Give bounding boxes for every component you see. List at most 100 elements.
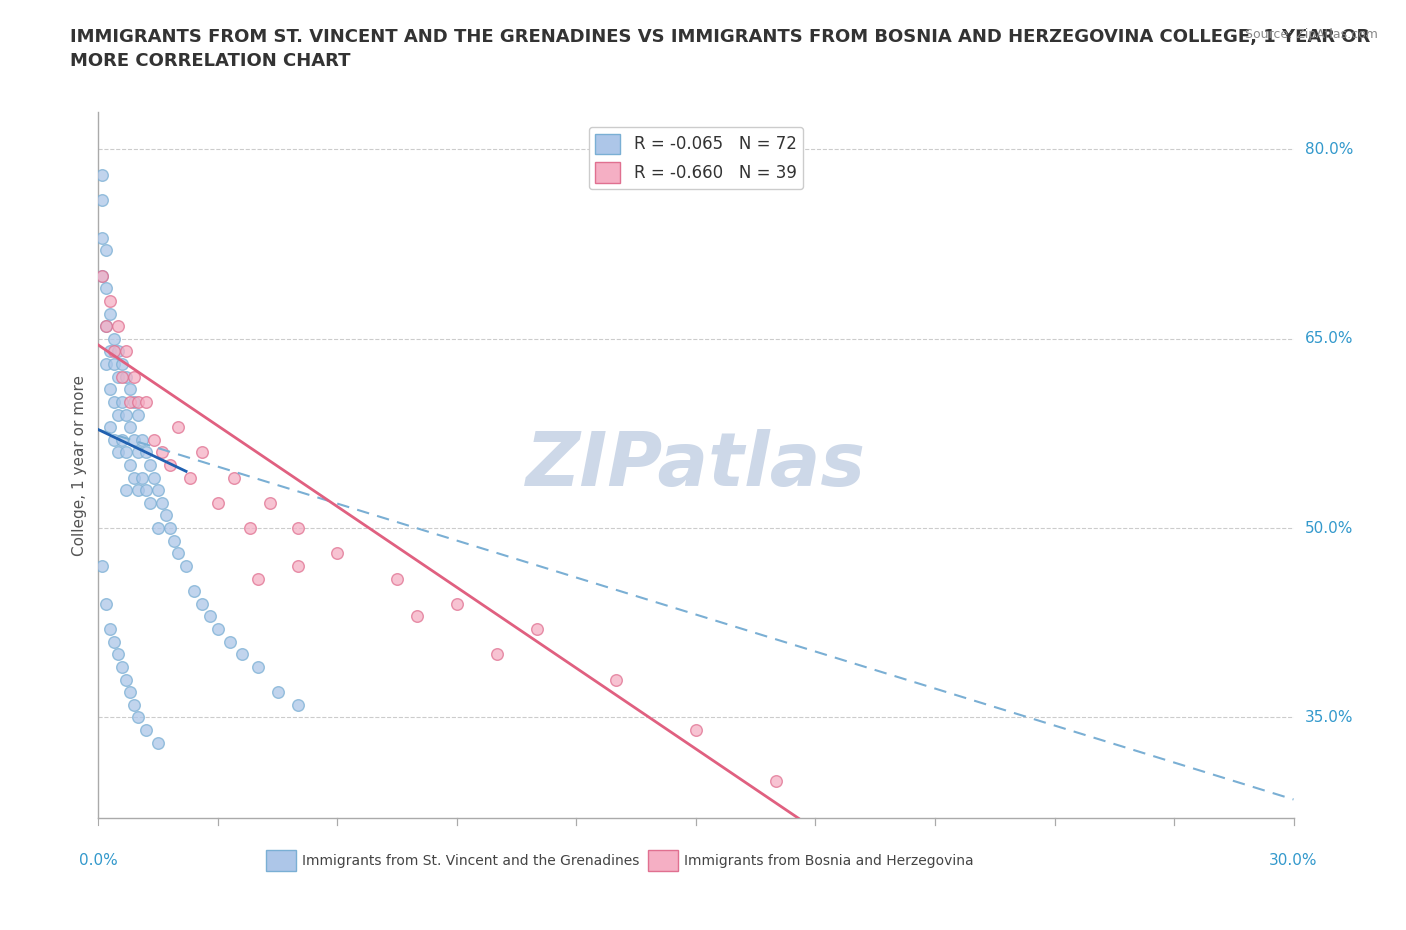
Point	[103, 331, 125, 346]
Point	[115, 344, 138, 359]
Text: ZIPatlas: ZIPatlas	[526, 429, 866, 501]
Point	[111, 394, 134, 409]
Text: 65.0%: 65.0%	[1305, 331, 1353, 346]
Point	[159, 521, 181, 536]
Point	[163, 533, 186, 548]
Point	[685, 723, 707, 737]
Point	[150, 445, 173, 459]
Text: Immigrants from St. Vincent and the Grenadines: Immigrants from St. Vincent and the Gren…	[302, 854, 638, 868]
Point	[127, 394, 149, 409]
Point	[179, 471, 201, 485]
Point	[526, 621, 548, 636]
Point	[174, 559, 197, 574]
Point	[287, 559, 309, 574]
Point	[446, 596, 468, 611]
Point	[111, 659, 134, 674]
Point	[135, 483, 157, 498]
Point	[246, 571, 269, 586]
Point	[103, 344, 125, 359]
Point	[111, 356, 134, 371]
Point	[131, 471, 153, 485]
Point	[91, 559, 114, 574]
Point	[246, 659, 269, 674]
Point	[135, 445, 157, 459]
Point	[148, 736, 170, 751]
Point	[96, 281, 118, 296]
Text: Source: ZipAtlas.com: Source: ZipAtlas.com	[1244, 28, 1378, 41]
Point	[120, 684, 142, 699]
Point	[107, 647, 129, 662]
Point	[191, 596, 214, 611]
Legend: R = -0.065   N = 72, R = -0.660   N = 39: R = -0.065 N = 72, R = -0.660 N = 39	[589, 127, 803, 190]
Point	[111, 432, 134, 447]
Point	[155, 508, 177, 523]
Point	[231, 647, 253, 662]
Point	[143, 471, 166, 485]
Point	[96, 596, 118, 611]
Point	[96, 356, 118, 371]
Point	[115, 483, 138, 498]
Point	[107, 369, 129, 384]
Point	[96, 319, 118, 334]
Point	[96, 243, 118, 258]
Point	[131, 432, 153, 447]
Point	[124, 698, 146, 712]
Point	[765, 773, 787, 788]
Point	[120, 382, 142, 397]
Point	[485, 647, 508, 662]
Point	[127, 407, 149, 422]
Point	[127, 445, 149, 459]
Point	[605, 672, 627, 687]
Point	[115, 445, 138, 459]
Point	[139, 458, 162, 472]
Point	[143, 432, 166, 447]
Point	[207, 496, 229, 511]
Point	[98, 294, 122, 309]
Point	[107, 319, 129, 334]
Text: IMMIGRANTS FROM ST. VINCENT AND THE GRENADINES VS IMMIGRANTS FROM BOSNIA AND HER: IMMIGRANTS FROM ST. VINCENT AND THE GREN…	[70, 28, 1371, 70]
Point	[115, 407, 138, 422]
Point	[91, 193, 114, 207]
Point	[183, 584, 205, 599]
Point	[135, 394, 157, 409]
Point	[259, 496, 281, 511]
Point	[287, 698, 309, 712]
Point	[91, 268, 114, 283]
Point	[103, 394, 125, 409]
FancyBboxPatch shape	[648, 850, 678, 871]
Point	[239, 521, 262, 536]
Point	[98, 306, 122, 321]
Point	[326, 546, 349, 561]
Text: 50.0%: 50.0%	[1305, 521, 1353, 536]
Point	[191, 445, 214, 459]
Point	[167, 419, 190, 434]
Point	[287, 521, 309, 536]
Point	[207, 621, 229, 636]
Point	[120, 394, 142, 409]
Text: 80.0%: 80.0%	[1305, 142, 1353, 157]
Point	[222, 471, 245, 485]
Point	[91, 167, 114, 182]
Text: Immigrants from Bosnia and Herzegovina: Immigrants from Bosnia and Herzegovina	[685, 854, 973, 868]
Point	[159, 458, 181, 472]
Point	[98, 419, 122, 434]
Point	[135, 723, 157, 737]
Point	[115, 672, 138, 687]
Text: 30.0%: 30.0%	[1270, 853, 1317, 868]
Point	[884, 849, 907, 864]
Point	[120, 458, 142, 472]
Point	[98, 621, 122, 636]
Point	[103, 634, 125, 649]
Point	[96, 319, 118, 334]
Point	[107, 445, 129, 459]
Point	[111, 369, 134, 384]
Point	[139, 496, 162, 511]
Point	[124, 369, 146, 384]
Point	[103, 356, 125, 371]
Point	[91, 268, 114, 283]
Point	[267, 684, 290, 699]
Text: 35.0%: 35.0%	[1305, 710, 1353, 724]
Point	[107, 407, 129, 422]
Point	[124, 471, 146, 485]
Point	[107, 344, 129, 359]
